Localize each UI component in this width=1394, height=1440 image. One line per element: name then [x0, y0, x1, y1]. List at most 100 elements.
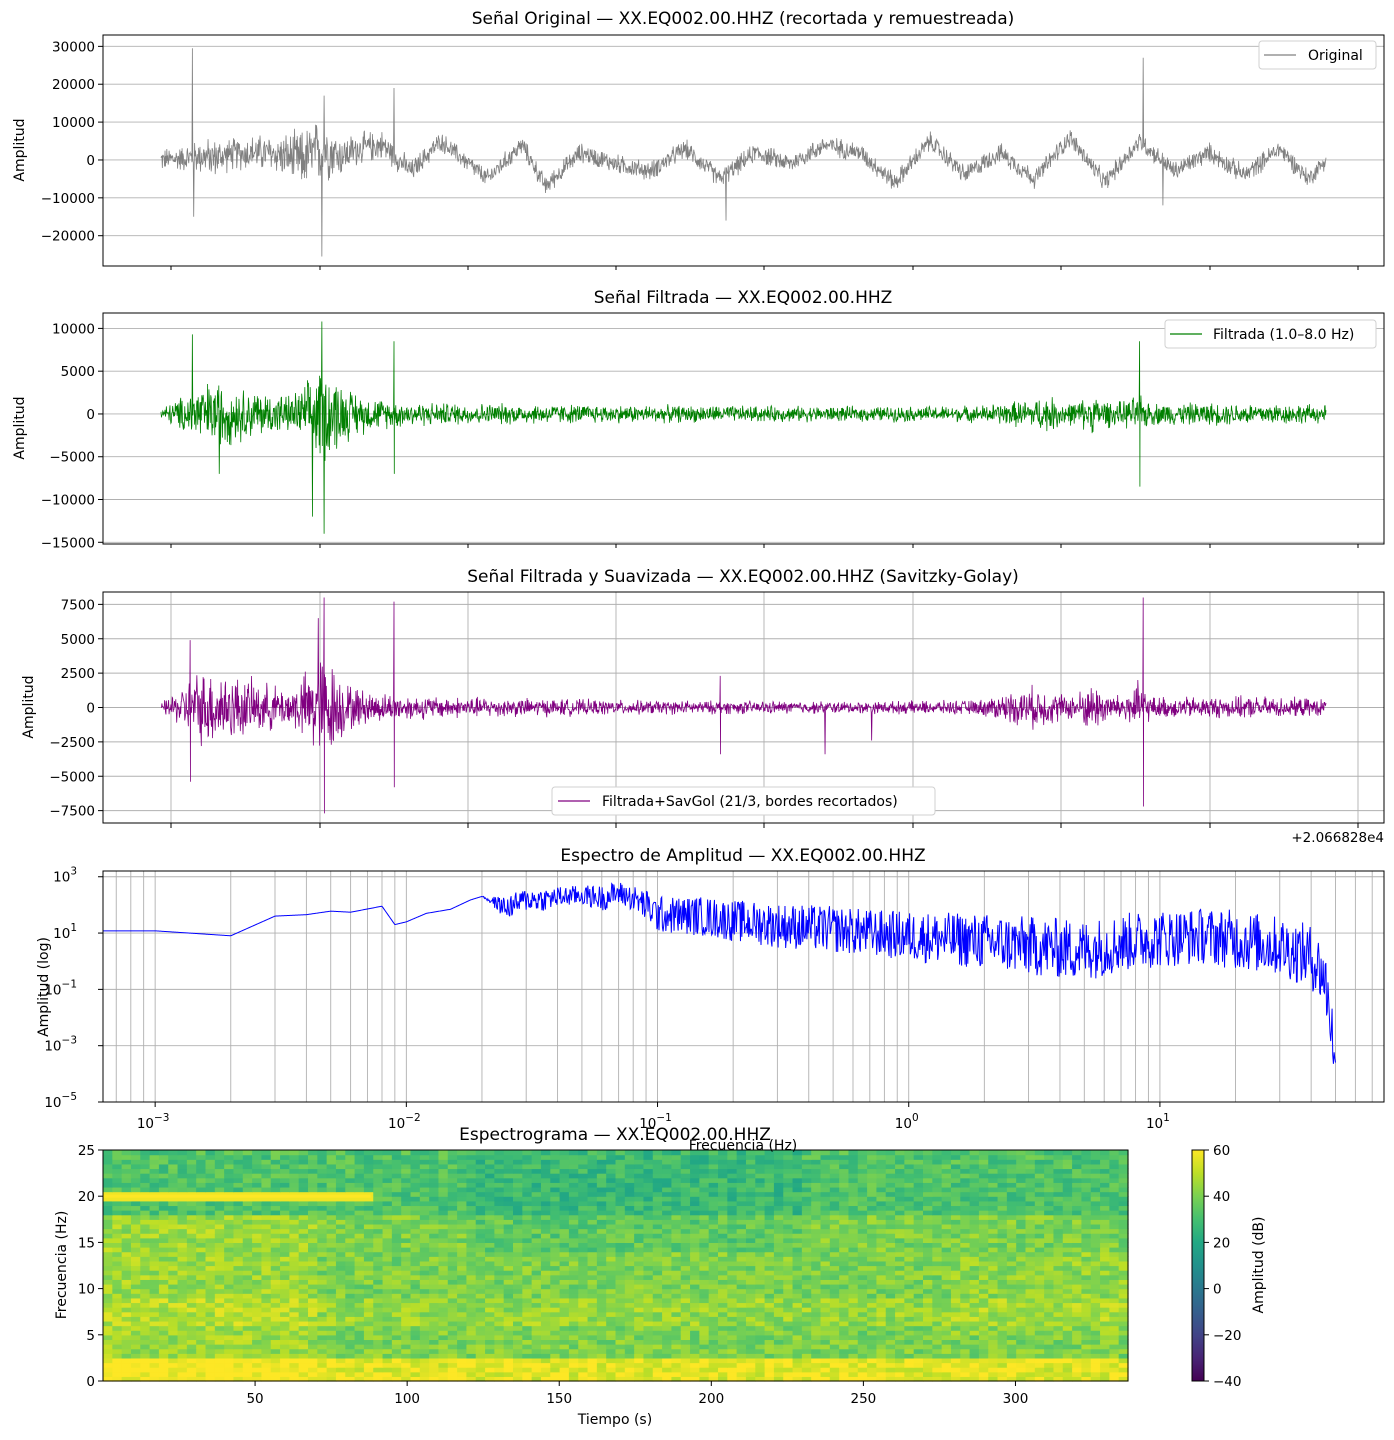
heatmap-cell: [1118, 1357, 1129, 1364]
heatmap-cell: [196, 1357, 207, 1364]
heatmap-cell: [513, 1247, 523, 1253]
heatmap-cell: [1100, 1191, 1110, 1197]
heatmap-cell: [103, 1371, 113, 1377]
heatmap-cell: [960, 1316, 971, 1322]
heatmap-cell: [606, 1228, 617, 1234]
heatmap-cell: [317, 1182, 328, 1188]
heatmap-cell: [1053, 1293, 1064, 1299]
heatmap-cell: [578, 1330, 589, 1336]
heatmap-cell: [857, 1260, 868, 1267]
heatmap-cell: [839, 1357, 850, 1364]
heatmap-cell: [895, 1274, 905, 1280]
heatmap-cell: [466, 1260, 477, 1267]
heatmap-cell: [1025, 1334, 1036, 1341]
heatmap-cell: [429, 1376, 440, 1382]
heatmap-cell: [513, 1270, 523, 1276]
heatmap-cell: [1090, 1311, 1101, 1317]
heatmap-cell: [1062, 1214, 1073, 1220]
heatmap-cell: [904, 1283, 915, 1290]
heatmap-cell: [289, 1334, 300, 1341]
heatmap-cell: [764, 1334, 775, 1341]
heatmap-cell: [1044, 1279, 1055, 1285]
heatmap-cell: [419, 1233, 430, 1239]
heatmap-cell: [727, 1265, 738, 1271]
heatmap-cell: [224, 1237, 235, 1243]
heatmap-cell: [783, 1330, 794, 1336]
heatmap-cell: [382, 1325, 393, 1331]
heatmap-cell: [280, 1320, 290, 1327]
heatmap-cell: [391, 1339, 402, 1345]
heatmap-cell: [643, 1353, 654, 1359]
heatmap-cell: [792, 1330, 803, 1336]
heatmap-cell: [634, 1228, 645, 1234]
heatmap-cell: [391, 1274, 402, 1280]
heatmap-cell: [1025, 1371, 1036, 1377]
heatmap-cell: [382, 1334, 393, 1341]
heatmap-cell: [1118, 1228, 1129, 1234]
heatmap-cell: [764, 1251, 775, 1257]
heatmap-cell: [457, 1316, 468, 1322]
heatmap-cell: [103, 1353, 113, 1359]
heatmap-cell: [960, 1191, 971, 1197]
heatmap-cell: [671, 1316, 682, 1322]
heatmap-cell: [857, 1302, 868, 1308]
heatmap-cell: [913, 1353, 924, 1359]
heatmap-cell: [895, 1237, 905, 1243]
heatmap-cell: [503, 1177, 514, 1183]
heatmap-cell: [699, 1191, 710, 1197]
heatmap-cell: [1100, 1228, 1110, 1234]
heatmap-cell: [1081, 1233, 1092, 1239]
heatmap-cell: [363, 1177, 374, 1183]
heatmap-cell: [988, 1265, 999, 1271]
heatmap-cell: [708, 1297, 719, 1304]
heatmap-cell: [1016, 1288, 1027, 1294]
heatmap-cell: [559, 1274, 570, 1280]
heatmap-cell: [140, 1237, 151, 1243]
heatmap-cell: [186, 1371, 197, 1377]
heatmap-cell: [1100, 1325, 1110, 1331]
heatmap-cell: [773, 1362, 784, 1368]
heatmap-cell: [233, 1279, 244, 1285]
heatmap-cell: [494, 1200, 505, 1207]
heatmap-cell: [317, 1177, 328, 1183]
heatmap-cell: [755, 1242, 766, 1248]
heatmap-cell: [1072, 1200, 1083, 1207]
heatmap-cell: [438, 1288, 449, 1294]
heatmap-cell: [345, 1274, 356, 1280]
heatmap-cell: [1100, 1283, 1110, 1290]
heatmap-cell: [540, 1223, 551, 1230]
heatmap-cell: [410, 1242, 421, 1248]
heatmap-cell: [932, 1219, 943, 1225]
heatmap-cell: [634, 1320, 645, 1327]
heatmap-cell: [652, 1353, 663, 1359]
heatmap-cell: [140, 1242, 151, 1248]
heatmap-cell: [932, 1362, 943, 1368]
heatmap-cell: [363, 1237, 374, 1243]
heatmap-cell: [978, 1357, 989, 1364]
heatmap-cell: [643, 1223, 654, 1230]
heatmap-cell: [690, 1274, 700, 1280]
heatmap-cell: [680, 1182, 691, 1188]
heatmap-cell: [801, 1214, 812, 1220]
heatmap-cell: [839, 1270, 850, 1276]
heatmap-cell: [792, 1279, 803, 1285]
heatmap-cell: [950, 1186, 961, 1193]
heatmap-cell: [1072, 1260, 1083, 1267]
heatmap-cell: [643, 1186, 654, 1193]
heatmap-cell: [559, 1219, 570, 1225]
heatmap-cell: [205, 1256, 216, 1262]
xtick-label: 10−2: [388, 1112, 421, 1132]
heatmap-cell: [941, 1274, 952, 1280]
heatmap-cell: [391, 1242, 402, 1248]
heatmap-cell: [475, 1214, 486, 1220]
heatmap-cell: [112, 1270, 123, 1276]
heatmap-cell: [559, 1242, 570, 1248]
heatmap-cell: [634, 1371, 645, 1377]
heatmap-cell: [708, 1288, 719, 1294]
heatmap-cell: [233, 1177, 244, 1183]
heatmap-cell: [503, 1353, 514, 1359]
heatmap-cell: [1081, 1205, 1092, 1211]
heatmap-cell: [606, 1357, 617, 1364]
heatmap-cell: [718, 1279, 728, 1285]
heatmap-cell: [857, 1362, 868, 1368]
